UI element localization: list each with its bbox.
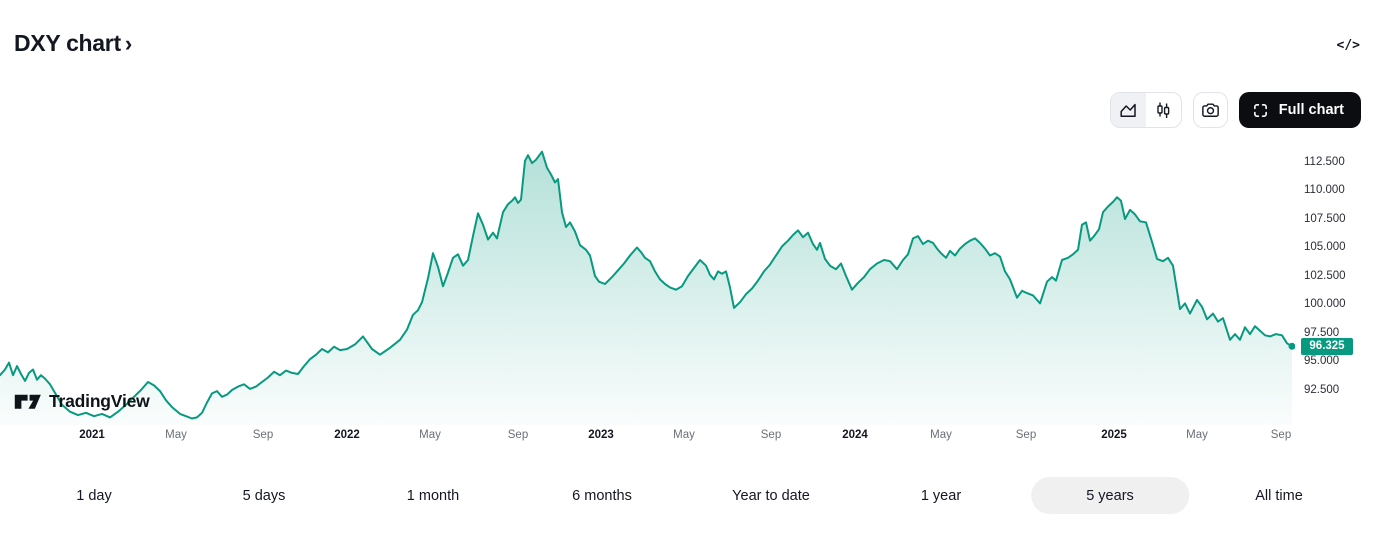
- camera-icon: [1201, 102, 1219, 117]
- range-button-5-years[interactable]: 5 years: [1031, 477, 1189, 514]
- y-axis-label: 107.500: [1304, 212, 1346, 225]
- x-axis-label: Sep: [252, 429, 274, 441]
- x-axis-label: May: [419, 429, 441, 441]
- x-axis-label: 2025: [1101, 429, 1127, 441]
- price-chart[interactable]: TradingView: [0, 140, 1295, 425]
- y-axis-label: 112.500: [1304, 155, 1345, 168]
- x-axis-label: Sep: [1015, 429, 1037, 441]
- x-axis-label: May: [673, 429, 695, 441]
- area-chart-icon: [1120, 103, 1136, 117]
- x-axis-label: 2022: [334, 429, 360, 441]
- full-chart-button[interactable]: Full chart: [1238, 92, 1361, 128]
- range-button-6-months[interactable]: 6 months: [548, 477, 656, 514]
- range-button-1-year[interactable]: 1 year: [897, 477, 985, 514]
- chart-canvas: [0, 150, 1295, 425]
- time-scale[interactable]: 2021 May Sep 2022 May Sep 2023 May Sep 2024 May Sep…: [0, 429, 1295, 445]
- x-axis-label: May: [1186, 429, 1208, 441]
- full-chart-label: Full chart: [1278, 102, 1344, 118]
- tradingview-logo-icon: [14, 394, 41, 409]
- last-price-badge: 96.325: [1301, 337, 1353, 355]
- range-button-all-time[interactable]: All time: [1231, 477, 1327, 514]
- embed-code-icon[interactable]: </>: [1336, 38, 1360, 53]
- chart-line: [0, 150, 1293, 420]
- price-scale[interactable]: 112.500 110.000 107.500 105.000 102.500 100.0…: [1295, 140, 1390, 425]
- y-axis-label: 102.500: [1304, 269, 1346, 282]
- range-button-year-to-date[interactable]: Year to date: [708, 477, 834, 514]
- x-axis-label: Sep: [1270, 429, 1292, 441]
- candles-chart-type-button[interactable]: [1146, 93, 1181, 127]
- chart-type-toggle: [1109, 92, 1182, 128]
- last-price-dot: [1288, 342, 1295, 350]
- x-axis-label: May: [165, 429, 187, 441]
- tradingview-watermark[interactable]: TradingView: [14, 390, 150, 412]
- range-button-5-days[interactable]: 5 days: [219, 477, 310, 514]
- x-axis-label: Sep: [760, 429, 782, 441]
- page-title: DXY chart: [14, 30, 121, 56]
- x-axis-label: 2023: [588, 429, 614, 441]
- x-axis-label: 2024: [842, 429, 868, 441]
- x-axis-label: Sep: [507, 429, 529, 441]
- chart-area-fill: [0, 151, 1292, 425]
- y-axis-label: 110.000: [1304, 184, 1345, 196]
- fullscreen-icon: [1253, 103, 1267, 117]
- chart-toolbar: Full chart: [1109, 92, 1361, 128]
- range-selector: 1 day 5 days 1 month 6 months Year to date 1 …: [0, 477, 1390, 515]
- range-button-1-day[interactable]: 1 day: [52, 477, 135, 514]
- y-axis-label: 105.000: [1304, 241, 1346, 253]
- candlestick-icon: [1157, 102, 1170, 118]
- y-axis-label: 92.500: [1304, 383, 1340, 396]
- y-axis-label: 100.000: [1304, 298, 1346, 310]
- x-axis-label: May: [930, 429, 952, 441]
- screenshot-button[interactable]: [1192, 92, 1228, 128]
- page-title-link[interactable]: DXY chart ›: [14, 30, 132, 57]
- chevron-right-icon: ›: [124, 31, 133, 56]
- y-axis-label: 95.000: [1304, 355, 1340, 367]
- tradingview-watermark-label: TradingView: [49, 390, 150, 411]
- area-chart-type-button[interactable]: [1110, 93, 1146, 127]
- x-axis-label: 2021: [79, 429, 105, 441]
- y-axis-label: 97.500: [1304, 326, 1340, 339]
- range-button-1-month[interactable]: 1 month: [383, 477, 483, 514]
